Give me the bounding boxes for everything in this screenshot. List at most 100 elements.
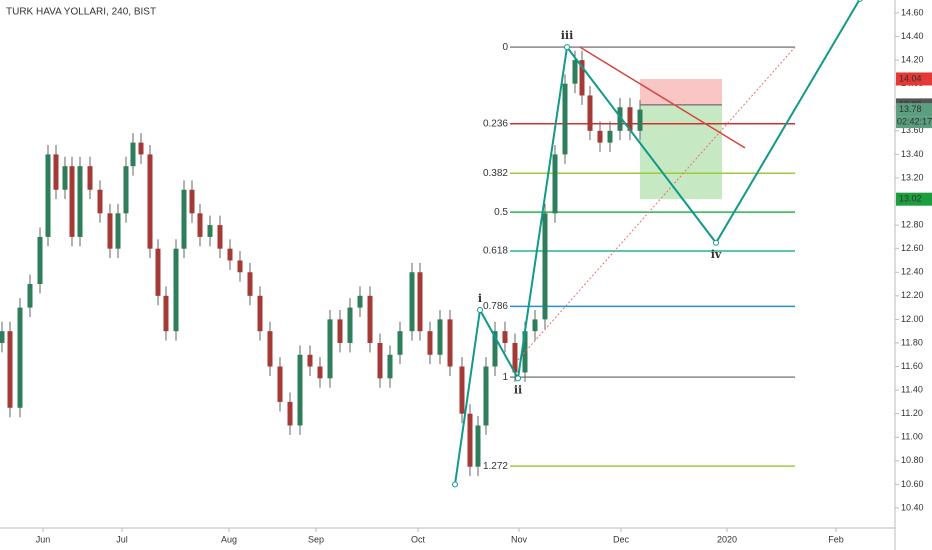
y-tick-label: 10.40 (901, 502, 924, 512)
countdown: 02:42:17 (897, 116, 932, 126)
countdown-tag (896, 116, 932, 129)
fib-label: 0 (502, 42, 508, 53)
x-tick-label: Feb (828, 534, 844, 544)
y-tick-label: 12.80 (901, 219, 924, 229)
wave-point (477, 306, 483, 313)
candle-body (397, 331, 403, 355)
fib-label: 1.272 (483, 461, 508, 472)
candle-body (45, 154, 51, 237)
x-tick-label: Aug (221, 534, 237, 544)
candle-body (492, 331, 498, 367)
candle-body (532, 319, 538, 332)
price-tag-label: 13.02 (899, 194, 922, 204)
candle-body (467, 413, 473, 467)
target-zone (640, 104, 722, 200)
x-tick-label: Jun (36, 534, 51, 544)
candle-body (287, 401, 293, 426)
candle-body (189, 189, 195, 214)
candle-body (562, 83, 568, 155)
y-tick-label: 13.60 (901, 125, 924, 135)
candle-body (579, 60, 585, 96)
candle-body (69, 166, 75, 237)
candle-body (53, 154, 59, 190)
candle-body (307, 354, 313, 367)
candle-body (367, 295, 373, 343)
candle-body (138, 142, 144, 155)
candle-body (627, 107, 633, 131)
x-tick-label: Dec (613, 534, 630, 544)
candle-body (387, 354, 393, 379)
axis-bg (895, 0, 932, 550)
candle-body (87, 166, 93, 190)
candle-body (637, 109, 643, 131)
candle-body (173, 248, 179, 332)
candle-body (97, 189, 103, 214)
candle-body (257, 295, 263, 332)
wave-point (515, 375, 521, 382)
fib-label: 0.786 (483, 301, 508, 312)
wave-point (564, 44, 570, 51)
y-tick-label: 10.80 (901, 455, 924, 465)
candle-body (475, 425, 481, 467)
candle-body (607, 130, 613, 143)
y-tick-label: 13.40 (901, 149, 924, 159)
price-tag (896, 72, 932, 86)
projection-line (517, 46, 796, 361)
candle-body (552, 154, 558, 214)
candle-body (155, 248, 161, 296)
candle-body (512, 342, 518, 373)
candle-body (447, 319, 453, 367)
y-tick-label: 11.20 (901, 408, 923, 418)
candle-body (597, 130, 603, 143)
candle-body (357, 295, 363, 308)
candle-body (542, 213, 548, 320)
candle-body (247, 272, 253, 296)
candle-body (237, 260, 243, 273)
y-tick-label: 11.00 (901, 432, 923, 442)
y-tick-label: 11.60 (901, 361, 923, 371)
candle-body (130, 142, 136, 167)
y-tick-label: 14.20 (901, 54, 924, 64)
candle-body (617, 107, 623, 131)
wave-point (713, 239, 719, 246)
candle-body (347, 307, 353, 343)
candle-body (217, 225, 223, 249)
wave-line (454, 0, 861, 485)
y-tick-label: 11.80 (901, 337, 923, 347)
y-tick-label: 10.60 (901, 479, 924, 489)
wave-label: ii (514, 383, 522, 396)
candle-body (417, 272, 423, 332)
y-tick-label: 12.20 (901, 290, 924, 300)
chart-title: TURK HAVA YOLLARI, 240, BIST (6, 7, 156, 18)
fib-label: 0.5 (494, 207, 508, 218)
axis-bg (0, 528, 932, 550)
y-tick-label: 13.20 (901, 172, 924, 182)
candle-body (0, 331, 5, 343)
candle-body (163, 295, 169, 332)
y-tick-label: 12.60 (901, 243, 924, 253)
candle-body (297, 354, 303, 426)
candle-body (267, 331, 273, 367)
y-tick-label: 11.40 (901, 384, 923, 394)
candle-body (115, 213, 121, 249)
wave-point (452, 481, 458, 488)
candle-body (17, 307, 23, 408)
candle-body (459, 366, 465, 414)
candle-body (207, 225, 213, 237)
candle-body (409, 272, 415, 332)
fib-label: 0.382 (483, 168, 508, 179)
x-tick-label: Nov (511, 534, 528, 544)
y-tick-label: 14.40 (901, 31, 924, 41)
candle-body (62, 166, 68, 190)
candle-body (147, 154, 153, 249)
y-tick-label: 12.40 (901, 267, 924, 277)
candle-body (317, 366, 323, 379)
wave-label: iv (711, 248, 722, 261)
x-tick-label: Jul (116, 534, 128, 544)
candle-body (277, 366, 283, 402)
candle-body (337, 319, 343, 343)
y-tick-label: 14.60 (901, 7, 924, 17)
wave-label: i (478, 292, 482, 305)
candle-body (502, 331, 508, 343)
candle-body (37, 236, 43, 285)
